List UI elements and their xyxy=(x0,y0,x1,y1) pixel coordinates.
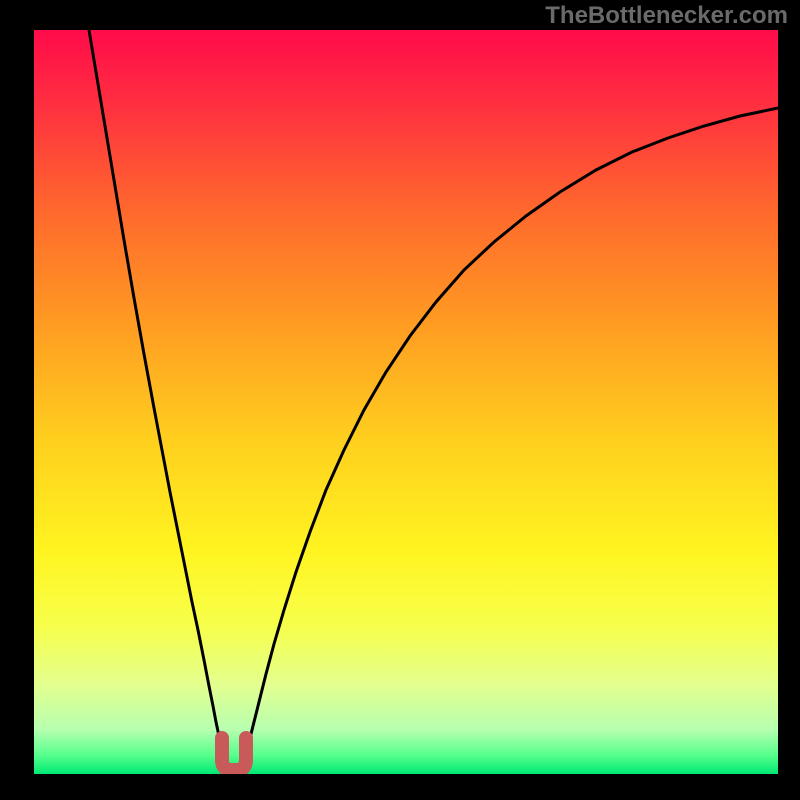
plot-area xyxy=(34,30,778,774)
gradient-background xyxy=(34,30,778,774)
bottleneck-chart: TheBottlenecker.com xyxy=(0,0,800,800)
watermark-label: TheBottlenecker.com xyxy=(545,2,788,30)
plot-svg xyxy=(34,30,778,774)
